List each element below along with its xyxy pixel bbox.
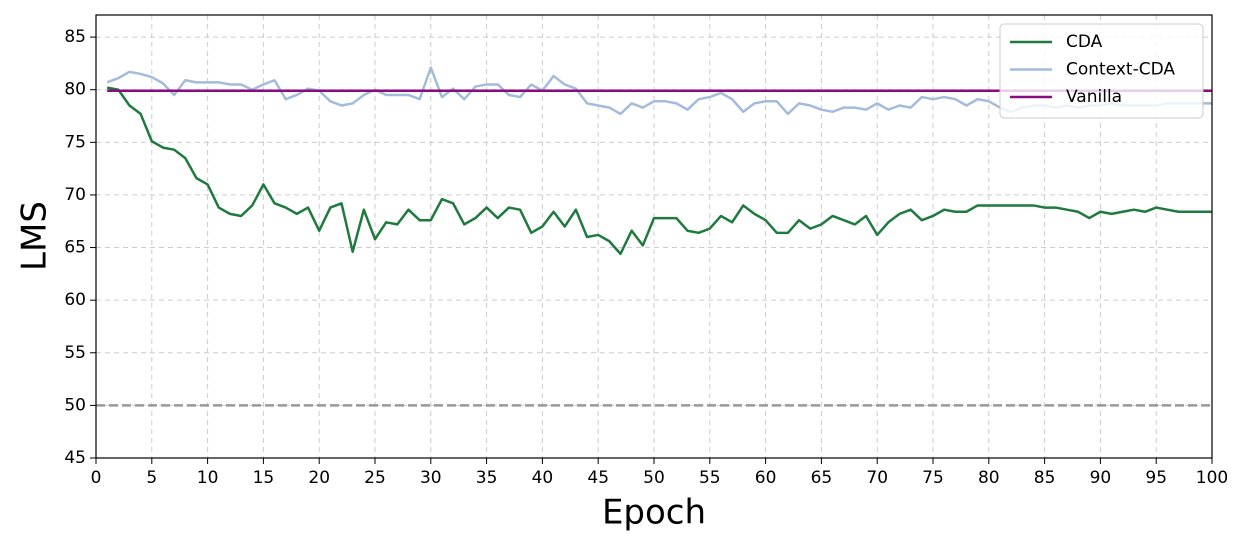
- y-tick-label: 75: [64, 132, 86, 152]
- x-tick-label: 20: [308, 468, 330, 488]
- y-tick-label: 45: [64, 448, 86, 468]
- y-tick-label: 50: [64, 395, 86, 415]
- x-tick-label: 50: [643, 468, 665, 488]
- x-tick-label: 100: [1196, 468, 1228, 488]
- y-axis-label: LMS: [15, 201, 55, 271]
- legend-box: [999, 23, 1204, 119]
- series-line: [106, 86, 1212, 256]
- x-tick-label: 55: [699, 468, 721, 488]
- x-tick-label: 5: [146, 468, 157, 488]
- x-axis-label: Epoch: [602, 493, 706, 533]
- x-tick-label: 75: [922, 468, 944, 488]
- x-tick-label: 95: [1145, 468, 1167, 488]
- y-tick-label: 60: [64, 290, 86, 310]
- y-tick-label: 65: [64, 238, 86, 258]
- x-tick-label: 30: [420, 468, 442, 488]
- x-tick-label: 60: [755, 468, 777, 488]
- x-tick-label: 25: [364, 468, 386, 488]
- x-tick-label: 45: [587, 468, 609, 488]
- x-tick-label: 65: [811, 468, 833, 488]
- y-tick-label: 70: [64, 185, 86, 205]
- legend: CDA Context-CDA Vanilla: [999, 23, 1204, 119]
- plot-frame: [95, 14, 1213, 459]
- x-tick-label: 40: [532, 468, 554, 488]
- x-tick-label: 80: [978, 468, 1000, 488]
- x-tick-label: 10: [197, 468, 219, 488]
- legend-label: CDA: [1066, 32, 1103, 52]
- x-tick-label: 0: [91, 468, 102, 488]
- legend-label: Context-CDA: [1066, 60, 1175, 80]
- y-tick-label: 80: [64, 80, 86, 100]
- x-tick-label: 15: [253, 468, 275, 488]
- x-tick-label: 35: [476, 468, 498, 488]
- legend-label: Vanilla: [1066, 87, 1122, 107]
- y-tick-label: 85: [64, 27, 86, 47]
- x-tick-label: 70: [866, 468, 888, 488]
- x-tick-label: 85: [1034, 468, 1056, 488]
- y-tick-label: 55: [64, 343, 86, 363]
- x-tick-label: 90: [1090, 468, 1112, 488]
